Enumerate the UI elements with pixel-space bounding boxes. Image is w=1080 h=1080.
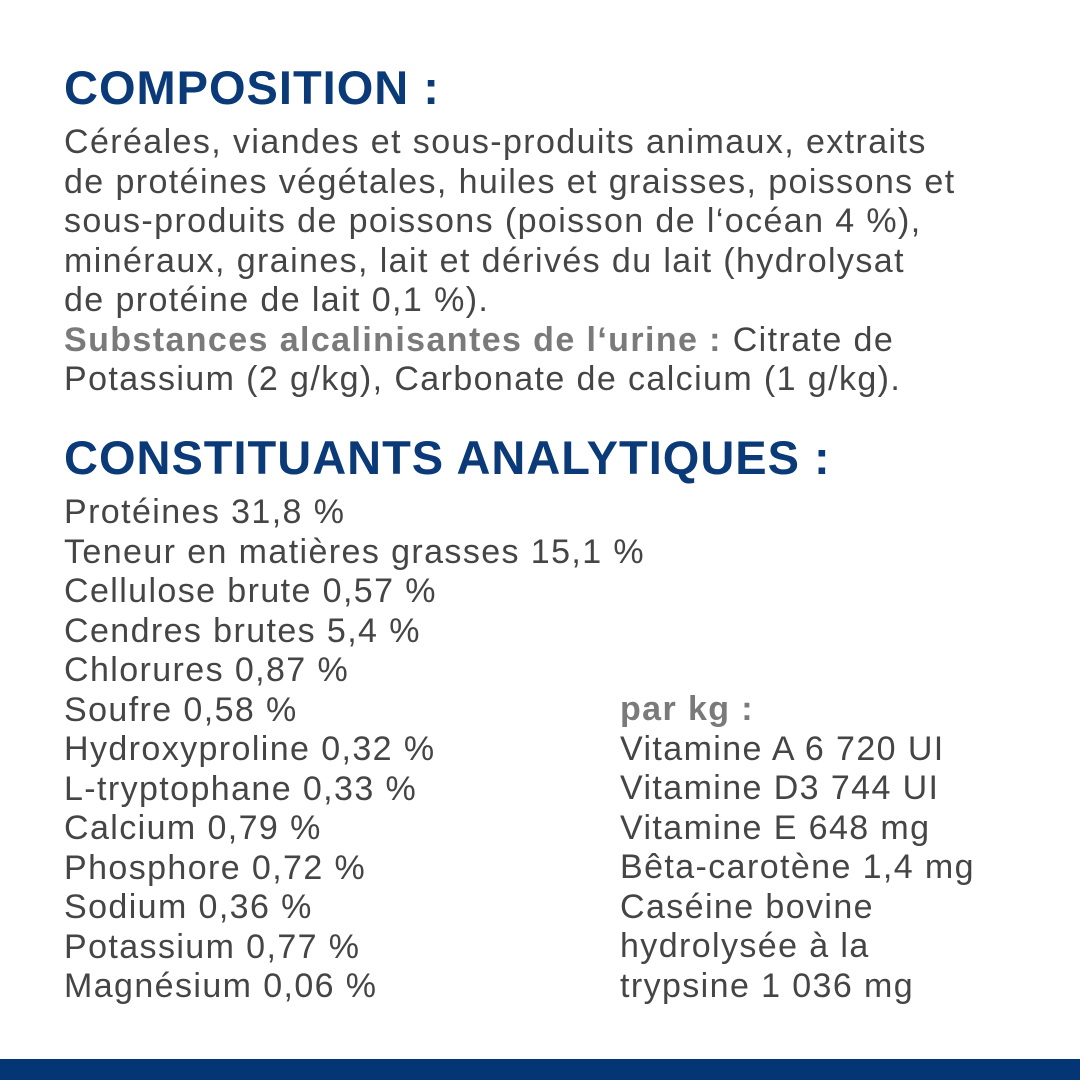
analytic-item: Cendres brutes 5,4 % — [64, 611, 421, 650]
analytics-title: CONSTITUANTS ANALYTIQUES : — [64, 431, 831, 484]
analytic-item: Magnésium 0,06 % — [64, 967, 378, 1005]
analytic-item: Soufre 0,58 % — [64, 690, 298, 729]
per-kg-item: trypsine 1 036 mg — [620, 966, 915, 1005]
analytic-item: L-tryptophane 0,33 % — [64, 769, 418, 808]
analytic-item: Calcium 0,79 % — [64, 809, 322, 847]
alkalizing-label: Substances alcalinisantes de l‘urine : — [64, 320, 722, 359]
analytic-item: Cellulose brute 0,57 % — [64, 572, 437, 610]
alkalizing-line: Substances alcalinisantes de l‘urine : C… — [64, 321, 956, 361]
composition-line: de protéine de lait 0,1 %). — [64, 281, 490, 319]
composition-line: de protéines végétales, huiles et graiss… — [64, 162, 956, 201]
analytic-item: Hydroxyproline 0,32 % — [64, 730, 436, 768]
per-kg-item: Vitamine D3 744 UI — [620, 769, 940, 807]
analytic-item: Protéines 31,8 % — [64, 493, 346, 531]
analytic-item: Sodium 0,36 % — [64, 888, 313, 926]
footer-band — [0, 1059, 1080, 1080]
analytic-item: Potassium 0,77 % — [64, 927, 361, 966]
per-kg-label: par kg : — [620, 690, 755, 728]
composition-line: sous-produits de poissons (poisson de l‘… — [64, 202, 922, 240]
per-kg-item: hydrolysée à la — [620, 927, 870, 965]
per-kg-item: Caséine bovine — [620, 887, 874, 926]
composition-line: minéraux, graines, lait et dérivés du la… — [64, 241, 905, 280]
alkalizing-text: Citrate de — [721, 320, 895, 359]
alkalizing-line-2: Potassium (2 g/kg), Carbonate de calcium… — [64, 360, 902, 398]
analytic-item: Phosphore 0,72 % — [64, 848, 367, 887]
per-kg-item: Vitamine A 6 720 UI — [620, 729, 945, 768]
analytic-item: Chlorures 0,87 % — [64, 651, 350, 689]
composition-title: COMPOSITION : — [64, 61, 440, 114]
composition-text: Céréales, viandes et sous-produits anima… — [64, 123, 956, 400]
per-kg-item: Bêta-carotène 1,4 mg — [620, 848, 975, 886]
per-kg-list: par kg : Vitamine A 6 720 UI Vitamine D3… — [620, 690, 975, 1006]
per-kg-item: Vitamine E 648 mg — [620, 808, 931, 847]
analytics-list: Protéines 31,8 % Teneur en matières gras… — [64, 493, 645, 1007]
composition-line: Céréales, viandes et sous-produits anima… — [64, 123, 927, 161]
analytic-item: Teneur en matières grasses 15,1 % — [64, 532, 646, 571]
